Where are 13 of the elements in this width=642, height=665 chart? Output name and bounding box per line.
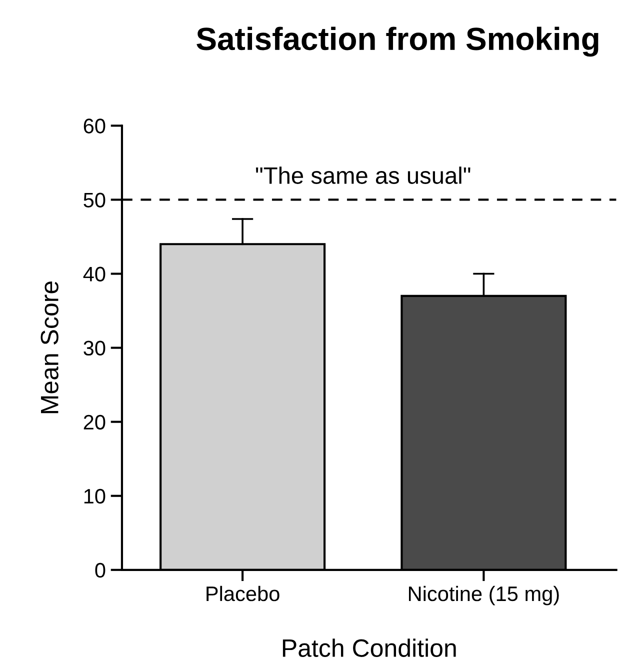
x-axis-title: Patch Condition [282,638,456,657]
y-tick-label: 20 [84,414,106,430]
x-tick-label: Placebo [206,586,280,602]
ref-line-label: "The same as usual" [256,166,470,184]
y-tick-label: 10 [84,488,106,504]
y-tick-label: 0 [95,562,106,578]
y-tick-label: 50 [84,192,106,208]
y-axis-title: Mean Score [40,282,58,414]
y-tick-label: 40 [83,266,106,282]
y-tick-label: 60 [84,118,106,134]
chart-title: Satisfaction from Smoking [196,26,598,57]
y-tick-label: 30 [84,340,106,356]
x-tick-label: Nicotine (15 mg) [408,586,559,606]
